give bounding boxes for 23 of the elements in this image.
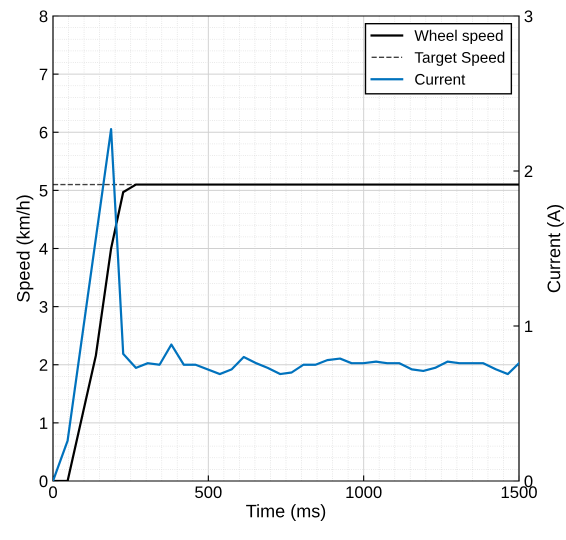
x-tick-label: 1500 xyxy=(502,486,537,498)
y2-axis-title: Current (A) xyxy=(547,204,564,292)
y-axis-title: Speed (km/h) xyxy=(16,195,34,302)
y-tick-label: 1 xyxy=(40,417,48,429)
y2-tick-label: 0 xyxy=(524,475,532,488)
x-tick-label: 1000 xyxy=(346,486,382,498)
x-axis-title: Time (ms) xyxy=(246,504,326,521)
y2-tick-label: 2 xyxy=(524,165,532,178)
y-tick-label: 6 xyxy=(40,126,48,138)
y2-tick-label: 3 xyxy=(524,10,532,22)
legend-label: Current xyxy=(415,74,466,85)
legend-label: Wheel speed xyxy=(414,30,503,44)
y-tick-label: 0 xyxy=(40,475,48,488)
y-tick-label: 8 xyxy=(40,10,48,22)
y-tick-label: 2 xyxy=(40,359,48,371)
y-tick-label: 4 xyxy=(39,243,48,255)
y2-tick-label: 1 xyxy=(525,320,532,332)
y-tick-label: 3 xyxy=(40,301,48,313)
legend-label: Target Speed xyxy=(414,52,504,66)
y-tick-label: 5 xyxy=(40,184,48,197)
x-tick-label: 0 xyxy=(49,486,57,498)
y-tick-label: 7 xyxy=(40,68,48,80)
x-tick-label: 500 xyxy=(195,486,222,498)
